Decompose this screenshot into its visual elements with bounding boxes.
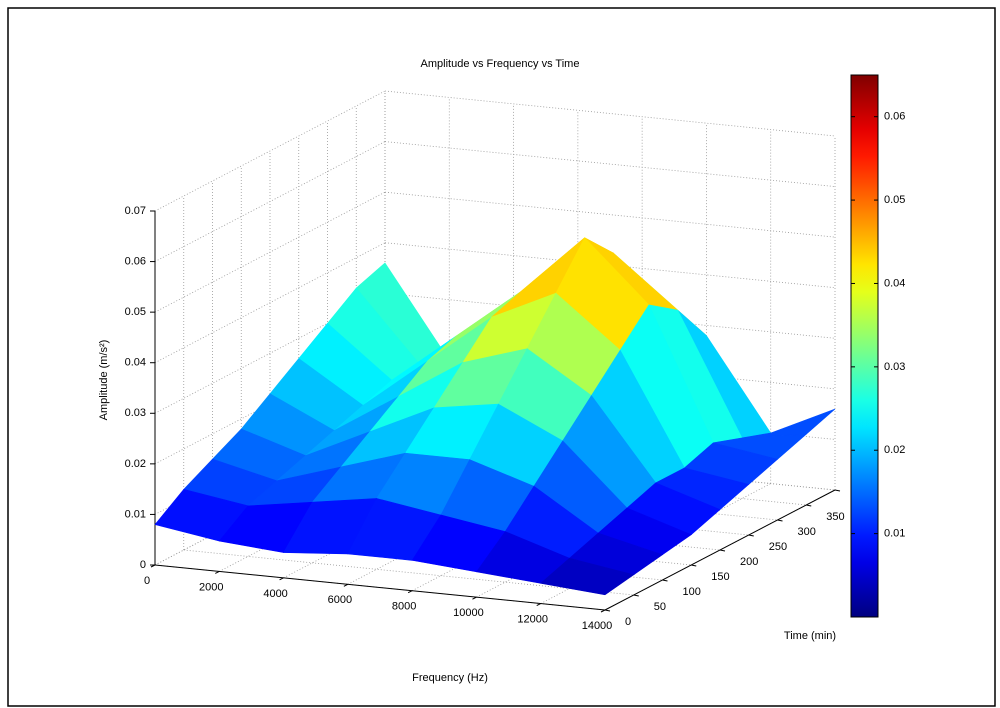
surface-cell bbox=[540, 557, 635, 596]
x-tick-label: 12000 bbox=[517, 613, 548, 625]
x-tick bbox=[536, 603, 541, 607]
colorbar-tick-label: 0.04 bbox=[884, 277, 905, 289]
x-tick bbox=[215, 570, 220, 574]
x-tick bbox=[472, 596, 477, 600]
y-tick-label: 50 bbox=[654, 601, 666, 613]
y-tick bbox=[806, 504, 812, 507]
grid-line bbox=[384, 242, 836, 289]
colorbar-tick-label: 0.05 bbox=[884, 194, 905, 206]
y-tick-label: 0 bbox=[625, 616, 631, 628]
y-axis-label: Time (min) bbox=[784, 630, 836, 642]
y-tick-label: 300 bbox=[798, 526, 816, 538]
grid-line bbox=[384, 90, 836, 137]
x-tick-label: 8000 bbox=[392, 601, 416, 613]
grid-line bbox=[154, 191, 386, 313]
colorbar-tick-label: 0.03 bbox=[884, 361, 905, 373]
y-tick bbox=[633, 594, 639, 597]
y-tick-label: 150 bbox=[711, 571, 729, 583]
colorbar-tick-label: 0.01 bbox=[884, 528, 905, 540]
y-tick bbox=[748, 534, 754, 537]
z-tick-label: 0.06 bbox=[125, 255, 146, 267]
colorbar-tick-label: 0.02 bbox=[884, 444, 905, 456]
x-tick-label: 2000 bbox=[199, 581, 223, 593]
x-tick bbox=[407, 590, 413, 594]
z-tick-label: 0.05 bbox=[125, 306, 146, 318]
z-axis-label: Amplitude (m/s²) bbox=[98, 340, 110, 421]
grid-line bbox=[154, 90, 386, 212]
surface bbox=[154, 237, 836, 596]
grid-line bbox=[384, 141, 836, 187]
grid-line bbox=[183, 549, 634, 596]
z-tick-label: 0.03 bbox=[125, 407, 146, 419]
y-tick-label: 350 bbox=[826, 511, 844, 523]
x-tick-label: 0 bbox=[144, 575, 150, 587]
y-tick bbox=[691, 564, 697, 567]
x-tick bbox=[600, 609, 606, 613]
colorbar-tick-label: 0.06 bbox=[884, 111, 905, 123]
grid-line bbox=[154, 141, 386, 262]
y-tick bbox=[604, 609, 611, 612]
grid-line bbox=[384, 292, 836, 339]
x-tick-label: 6000 bbox=[328, 594, 352, 606]
z-tick-label: 0.07 bbox=[125, 205, 146, 217]
x-tick bbox=[279, 577, 284, 581]
x-axis-label: Frequency (Hz) bbox=[412, 672, 488, 684]
z-tick-label: 0.01 bbox=[125, 508, 146, 520]
z-tick-label: 0.04 bbox=[125, 357, 146, 369]
y-tick bbox=[719, 549, 726, 552]
grid-line bbox=[154, 242, 386, 364]
x-tick-label: 4000 bbox=[263, 588, 287, 600]
z-tick-label: 0 bbox=[140, 559, 146, 571]
y-tick-label: 200 bbox=[740, 556, 758, 568]
y-tick bbox=[834, 489, 841, 492]
x-tick-label: 14000 bbox=[582, 620, 613, 632]
y-tick bbox=[662, 579, 668, 582]
y-tick-label: 250 bbox=[769, 541, 787, 553]
y-tick-label: 100 bbox=[683, 586, 701, 598]
x-tick bbox=[343, 583, 349, 587]
axis-line bbox=[154, 564, 606, 611]
z-tick-label: 0.02 bbox=[125, 458, 146, 470]
colorbar bbox=[850, 74, 879, 618]
chart-title: Amplitude vs Frequency vs Time bbox=[421, 58, 580, 70]
grid-line bbox=[384, 191, 836, 238]
x-tick-label: 10000 bbox=[453, 607, 484, 619]
y-tick bbox=[777, 519, 783, 522]
